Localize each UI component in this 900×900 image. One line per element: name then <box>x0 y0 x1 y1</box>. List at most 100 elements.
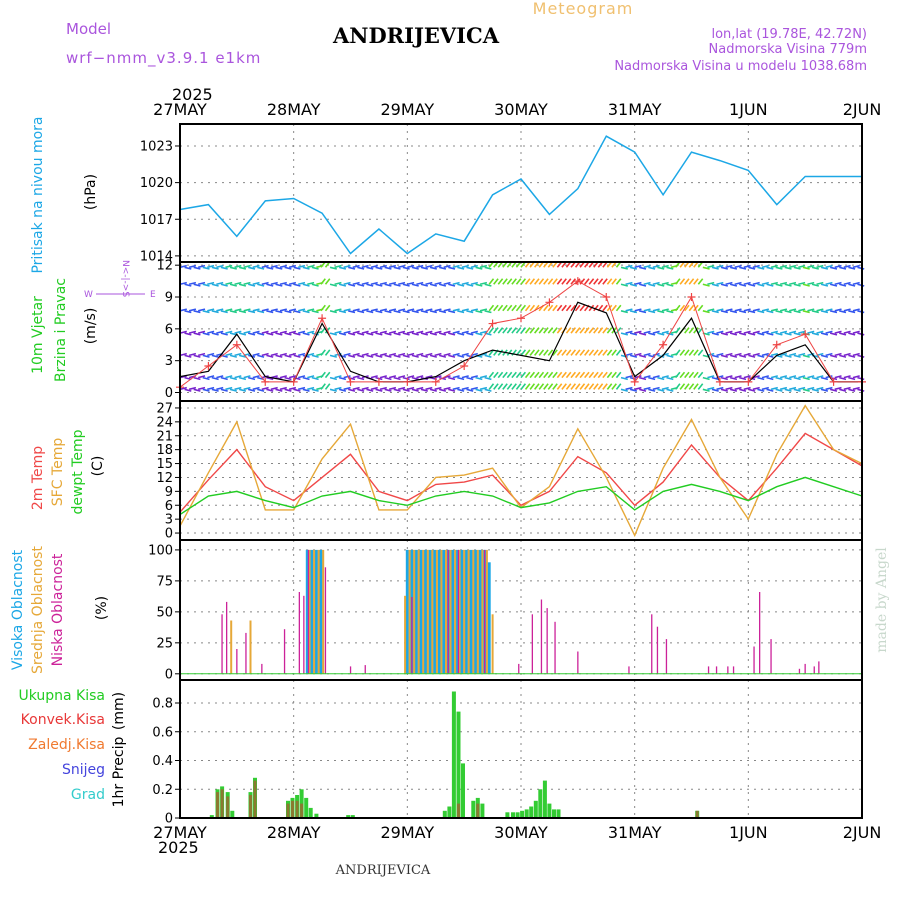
wind-barb <box>279 375 288 379</box>
wind-barb <box>639 332 647 336</box>
wind-gust-marker <box>573 277 582 286</box>
wind-barb <box>802 388 810 392</box>
wind-barb <box>816 386 824 391</box>
wind-barb <box>584 383 590 390</box>
wind-barb <box>438 310 447 314</box>
wind-barb <box>266 354 274 358</box>
wind-barb <box>343 386 351 391</box>
wind-barb <box>711 283 719 287</box>
wind-barb <box>293 332 301 336</box>
wind-barb <box>184 310 192 314</box>
wind-barb <box>466 310 474 314</box>
wind-barb <box>288 375 297 379</box>
wind-barb <box>807 308 815 312</box>
wind-barb <box>179 352 188 357</box>
wind-barb <box>407 281 415 286</box>
wind-barb <box>307 281 315 286</box>
wind-barb <box>220 266 228 270</box>
wind-barb <box>684 327 690 334</box>
wind-barb <box>370 386 378 391</box>
wind-barb <box>720 376 729 381</box>
wind-barb <box>379 375 388 379</box>
wind-barb <box>674 349 681 356</box>
wind-barb <box>625 352 633 357</box>
cloud-unit: (%) <box>94 596 110 620</box>
wind-barb <box>834 281 842 286</box>
wind-barb <box>461 281 469 286</box>
top-time-tick-label: 1JUN <box>729 100 768 119</box>
wind-barb <box>202 332 210 336</box>
wind-barb <box>207 352 215 357</box>
cloud-mid-bar <box>476 549 479 674</box>
wind-barb <box>425 386 433 391</box>
wind-barb <box>366 332 374 336</box>
wind-barb <box>643 308 651 312</box>
wind-barb <box>574 371 581 379</box>
wind-barb <box>734 375 742 379</box>
wind-barb <box>534 278 540 285</box>
wind-barb <box>561 371 567 379</box>
wind-gust-marker <box>829 377 838 386</box>
wind-barb <box>674 371 681 379</box>
wind-barb <box>848 283 856 287</box>
wind-barb <box>852 330 860 334</box>
cloud-low-bar <box>484 549 486 674</box>
wind-barb <box>775 376 783 381</box>
wind-barb <box>452 375 460 379</box>
precip-unit: (mm) <box>111 692 127 730</box>
wind-barb <box>506 304 513 312</box>
cloud-low-bar <box>665 639 668 674</box>
cloud-high-bar <box>478 549 482 674</box>
wind-barb <box>743 386 751 391</box>
wind-barb <box>461 386 469 391</box>
precip-total-bar <box>552 809 556 818</box>
wind-barb <box>848 354 856 358</box>
wind-barb <box>552 371 558 379</box>
wind-barb <box>193 283 201 287</box>
wind-barb <box>379 330 387 334</box>
wind-barb <box>625 330 633 334</box>
wind-barb <box>707 375 715 379</box>
wind-barb <box>261 281 269 286</box>
wind-barb <box>279 386 287 391</box>
wind-barb <box>352 386 360 391</box>
wind-barb <box>348 283 356 287</box>
wind-barb <box>725 386 733 391</box>
wind-barb <box>602 383 608 390</box>
wind-gust-marker <box>602 293 611 302</box>
bottom-time-ticks: 27MAY 28MAY 29MAY 30MAY 31MAY 1JUN 2JUN <box>153 823 881 842</box>
wind-barb <box>179 281 187 286</box>
wind-barb <box>270 386 278 391</box>
wind-barb <box>479 375 488 379</box>
wind-barb <box>834 386 842 391</box>
wind-barb <box>438 388 447 392</box>
wind-barb <box>825 386 833 391</box>
wind-barb <box>752 352 760 357</box>
wind-barb <box>388 375 397 379</box>
wind-barb <box>606 383 613 390</box>
wind-barb <box>197 264 206 269</box>
wind-barb <box>707 264 715 269</box>
wind-barb <box>420 354 428 358</box>
wind-barb <box>429 388 438 392</box>
wind-barb <box>247 388 256 392</box>
wind-barb <box>816 264 824 269</box>
wind-barb <box>220 376 228 381</box>
wind-barb <box>361 330 369 334</box>
wind-barb <box>320 278 326 285</box>
wind-ytick-label: 12 <box>156 259 173 274</box>
wind-barb <box>857 310 865 314</box>
wind-barb <box>475 283 483 287</box>
wind-barb <box>329 310 337 314</box>
wind-barb <box>798 281 806 286</box>
wind-barb <box>688 278 695 285</box>
wind-barb <box>320 304 326 312</box>
cloud-high-bar <box>460 549 464 674</box>
wind-barb <box>825 281 833 286</box>
wind-barb <box>697 304 704 312</box>
wind-barb <box>565 371 572 379</box>
wind-barb <box>761 375 769 379</box>
wind-barb <box>411 283 419 287</box>
cloud-mid-bar <box>413 549 416 674</box>
wind-barb <box>420 266 428 270</box>
